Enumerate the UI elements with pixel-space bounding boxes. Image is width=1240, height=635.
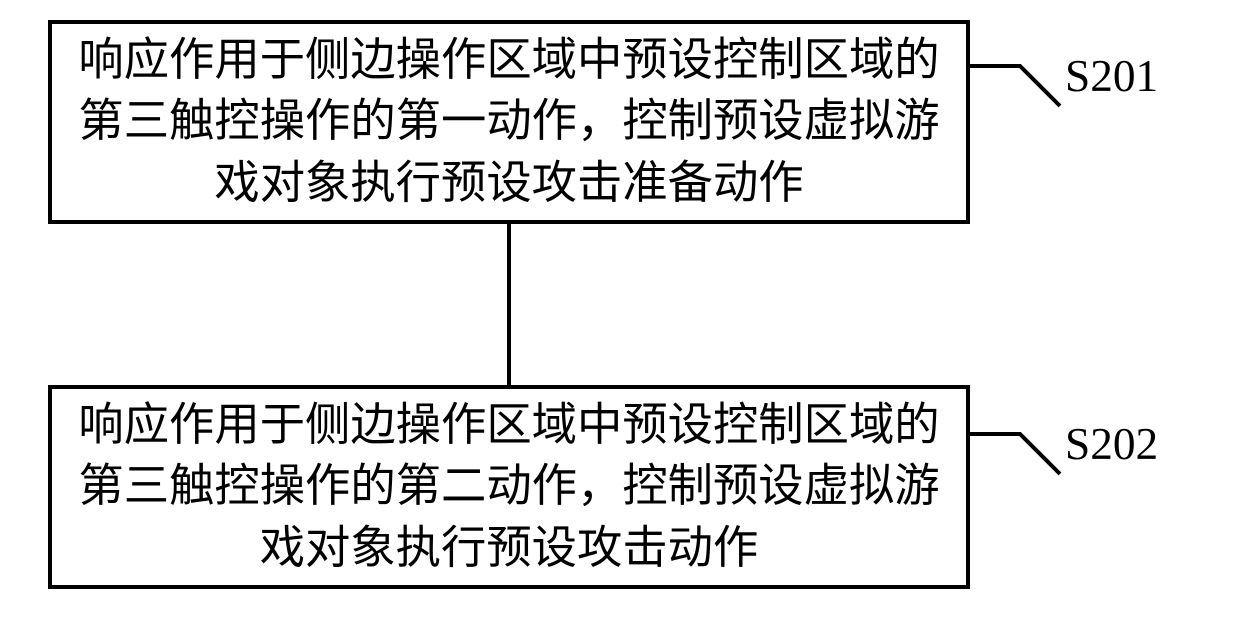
label-callout-s201 [970,66,1064,110]
flow-node-text: 响应作用于侧边操作区域中预设控制区域的第三触控操作的第二动作，控制预设虚拟游戏对… [76,395,942,579]
step-label-s201: S201 [1065,50,1158,102]
flowchart-canvas: 响应作用于侧边操作区域中预设控制区域的第三触控操作的第一动作，控制预设虚拟游戏对… [0,0,1240,635]
step-label-s202: S202 [1065,418,1158,470]
connector-s201-s202 [505,224,513,385]
flow-node-s201: 响应作用于侧边操作区域中预设控制区域的第三触控操作的第一动作，控制预设虚拟游戏对… [48,20,970,224]
flow-node-s202: 响应作用于侧边操作区域中预设控制区域的第三触控操作的第二动作，控制预设虚拟游戏对… [48,385,970,589]
flow-node-text: 响应作用于侧边操作区域中预设控制区域的第三触控操作的第一动作，控制预设虚拟游戏对… [76,30,942,214]
label-callout-s202 [970,434,1064,478]
